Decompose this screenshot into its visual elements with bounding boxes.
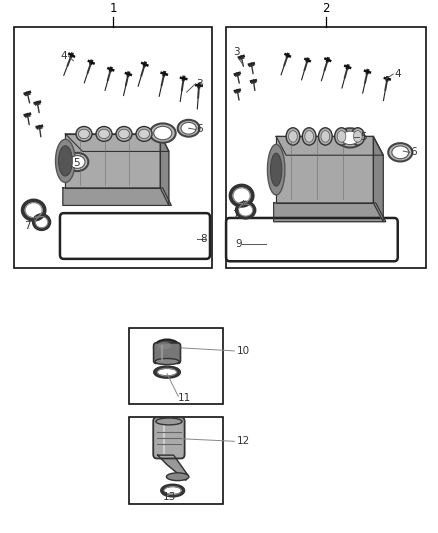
Ellipse shape <box>154 126 172 140</box>
Ellipse shape <box>76 126 92 141</box>
Bar <box>130 417 223 504</box>
Text: 12: 12 <box>237 437 250 446</box>
Ellipse shape <box>58 146 72 176</box>
Ellipse shape <box>392 146 409 159</box>
FancyBboxPatch shape <box>154 343 180 364</box>
Text: 7: 7 <box>232 210 239 220</box>
Text: 6: 6 <box>410 147 417 157</box>
Bar <box>14 27 212 268</box>
Ellipse shape <box>341 131 359 144</box>
Polygon shape <box>65 134 169 151</box>
Text: 2: 2 <box>322 2 330 15</box>
FancyBboxPatch shape <box>153 417 184 458</box>
Ellipse shape <box>155 359 179 365</box>
Ellipse shape <box>302 128 316 145</box>
Text: 8: 8 <box>200 234 206 244</box>
Ellipse shape <box>337 128 363 148</box>
Text: 5: 5 <box>360 132 367 142</box>
Ellipse shape <box>305 131 314 142</box>
Polygon shape <box>63 188 171 205</box>
Bar <box>130 328 223 404</box>
Text: 5: 5 <box>74 158 80 168</box>
Ellipse shape <box>289 131 297 142</box>
Ellipse shape <box>156 418 182 425</box>
Ellipse shape <box>157 342 171 350</box>
Ellipse shape <box>116 126 132 141</box>
Ellipse shape <box>78 129 89 139</box>
Ellipse shape <box>138 129 150 139</box>
Ellipse shape <box>70 156 85 168</box>
Text: 10: 10 <box>237 346 250 356</box>
Text: 1: 1 <box>110 2 117 15</box>
Ellipse shape <box>321 131 330 142</box>
Polygon shape <box>160 134 169 205</box>
Ellipse shape <box>181 123 196 134</box>
Ellipse shape <box>166 473 189 481</box>
Ellipse shape <box>388 143 412 161</box>
Text: 3: 3 <box>233 47 240 58</box>
Polygon shape <box>158 455 188 480</box>
Ellipse shape <box>351 128 364 145</box>
Polygon shape <box>276 136 373 203</box>
Text: 9: 9 <box>236 239 242 249</box>
Ellipse shape <box>337 131 346 142</box>
Text: 4: 4 <box>61 51 67 61</box>
Ellipse shape <box>150 124 176 143</box>
Ellipse shape <box>286 128 300 145</box>
Ellipse shape <box>271 153 282 186</box>
Polygon shape <box>65 134 160 188</box>
Text: 4: 4 <box>394 69 401 79</box>
Ellipse shape <box>99 129 110 139</box>
Ellipse shape <box>154 340 180 356</box>
Ellipse shape <box>119 129 130 139</box>
Text: 6: 6 <box>197 124 203 134</box>
Ellipse shape <box>56 139 75 182</box>
Bar <box>226 27 426 268</box>
Ellipse shape <box>335 128 348 145</box>
Text: 7: 7 <box>25 221 31 231</box>
Text: 3: 3 <box>197 79 203 88</box>
Text: 13: 13 <box>162 492 176 503</box>
Text: 11: 11 <box>178 393 191 403</box>
Ellipse shape <box>178 120 200 136</box>
Polygon shape <box>274 203 386 222</box>
Ellipse shape <box>67 153 88 171</box>
Ellipse shape <box>353 131 362 142</box>
Ellipse shape <box>268 144 285 195</box>
Polygon shape <box>373 136 383 222</box>
Ellipse shape <box>318 128 332 145</box>
Polygon shape <box>276 136 383 155</box>
Ellipse shape <box>136 126 152 141</box>
Ellipse shape <box>96 126 112 141</box>
